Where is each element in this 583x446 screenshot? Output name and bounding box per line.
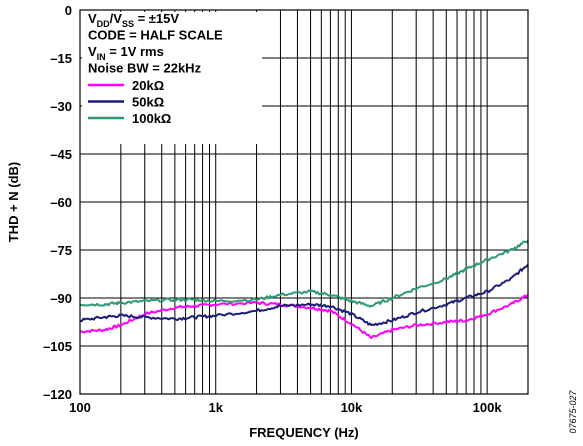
series-line-2 xyxy=(79,239,529,308)
y-tick-label: –120 xyxy=(43,387,72,402)
series-layer xyxy=(79,239,529,340)
y-tick-label: –90 xyxy=(50,291,72,306)
annotation-background xyxy=(82,12,262,144)
x-axis-title: FREQUENCY (Hz) xyxy=(249,425,359,440)
y-tick-label: –15 xyxy=(50,51,72,66)
figure-id: 07675-027 xyxy=(568,389,578,433)
y-tick-label: –75 xyxy=(50,243,72,258)
annotation-line: VIN = 1V rms xyxy=(88,44,164,62)
y-tick-label: –30 xyxy=(50,99,72,114)
y-tick-label: –60 xyxy=(50,195,72,210)
series-line-1 xyxy=(79,263,529,326)
plot-frame xyxy=(79,9,529,395)
x-tick-label: 10k xyxy=(341,400,363,415)
x-tick-label: 100 xyxy=(69,400,91,415)
annotation-line: Noise BW = 22kHz xyxy=(88,61,202,76)
y-tick-label: –45 xyxy=(50,147,72,162)
y-tick-labels: 0 –15 –30 –45 –60 –75 –90 –105 –120 xyxy=(43,3,72,402)
annotation-line: CODE = HALF SCALE xyxy=(88,28,223,43)
series-line-0 xyxy=(79,294,529,340)
x-tick-label: 100k xyxy=(473,400,503,415)
y-tick-label: –105 xyxy=(43,339,72,354)
y-axis-title: THD + N (dB) xyxy=(6,162,21,243)
annotation-line: VDD/VSS = ±15V xyxy=(88,11,179,29)
x-tick-labels: 100 1k 10k 100k xyxy=(69,400,502,415)
x-tick-label: 1k xyxy=(208,400,223,415)
legend-label: 20kΩ xyxy=(132,78,164,93)
legend-label: 50kΩ xyxy=(132,95,164,110)
y-tick-label: 0 xyxy=(65,3,72,18)
legend-label: 100kΩ xyxy=(132,111,171,126)
